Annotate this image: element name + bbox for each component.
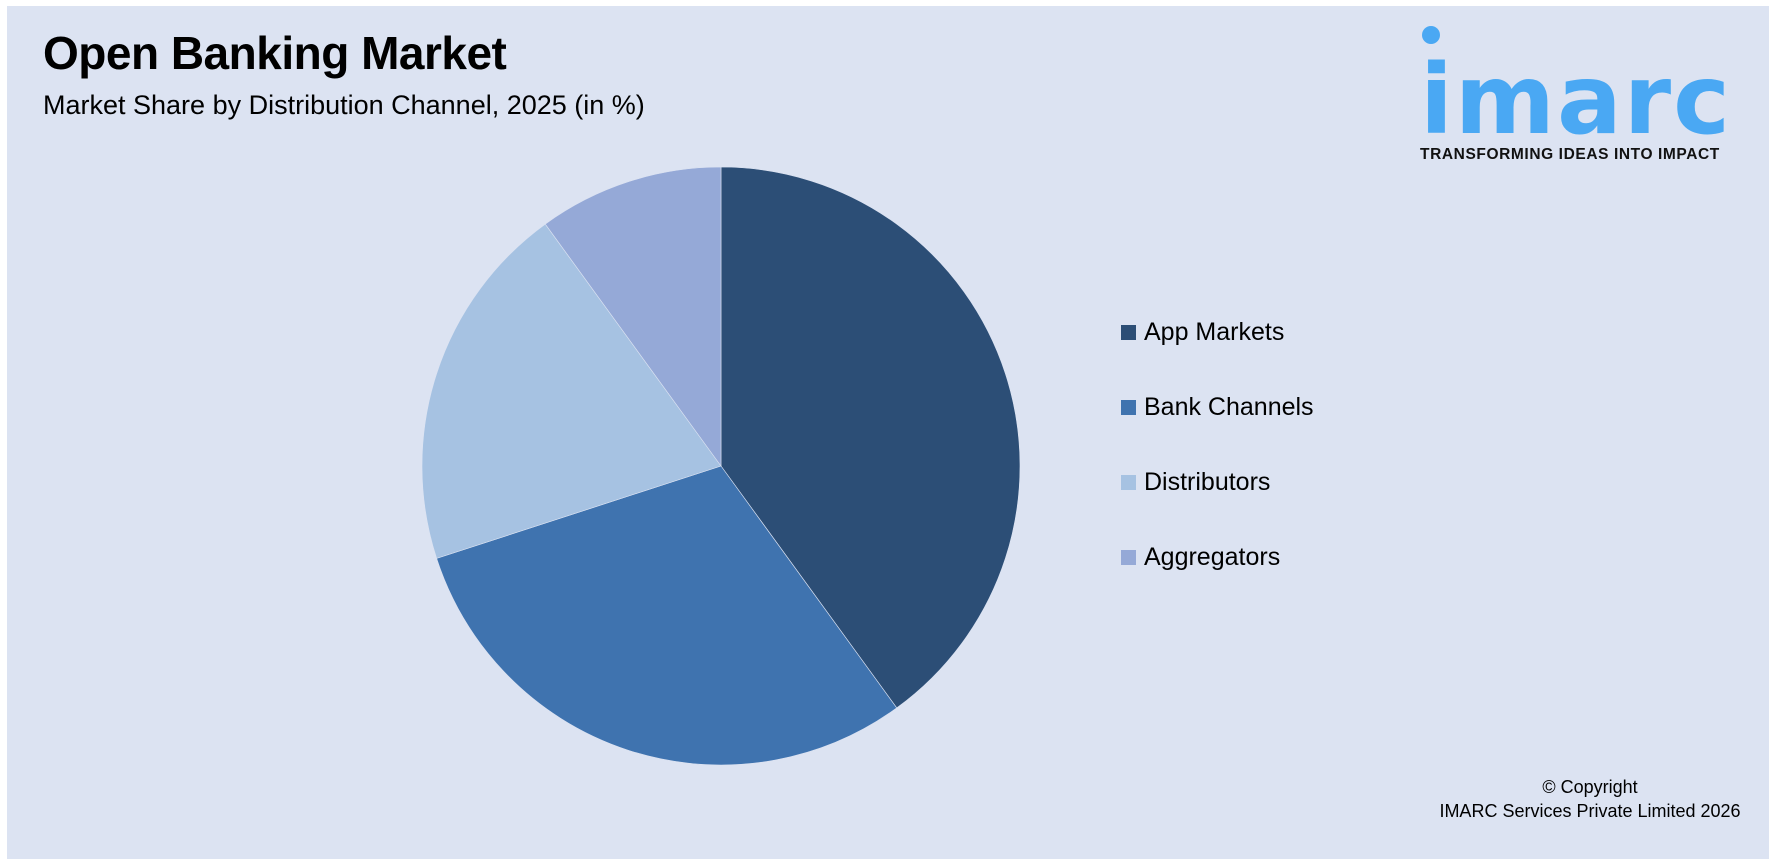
pie-chart <box>421 166 1021 766</box>
legend-swatch <box>1121 475 1136 490</box>
copyright-notice: © Copyright IMARC Services Private Limit… <box>1400 775 1776 823</box>
logo-wordmark: imarc <box>1420 44 1732 156</box>
legend-item-distributors: Distributors <box>1121 468 1270 497</box>
legend-label: Aggregators <box>1144 543 1281 571</box>
logo-dot-icon <box>1422 26 1440 44</box>
legend-swatch <box>1121 325 1136 340</box>
legend-swatch <box>1121 400 1136 415</box>
slice-bank-channels <box>436 465 898 766</box>
legend-label: Bank Channels <box>1144 393 1314 421</box>
imarc-logo: imarc TRANSFORMING IDEAS INTO IMPACT <box>1412 22 1752 172</box>
copyright-line: © Copyright <box>1542 777 1638 797</box>
chart-title: Open Banking Market <box>43 27 507 79</box>
copyright-company: IMARC Services Private Limited 2026 <box>1439 801 1741 821</box>
chart-subtitle: Market Share by Distribution Channel, 20… <box>43 90 645 120</box>
legend-label: App Markets <box>1144 318 1285 346</box>
slice-aggregators <box>544 166 722 467</box>
slice-distributors <box>421 223 722 559</box>
legend-item-app-markets: App Markets <box>1121 318 1284 347</box>
legend-item-aggregators: Aggregators <box>1121 543 1280 572</box>
legend-label: Distributors <box>1144 468 1271 496</box>
legend-item-bank-channels: Bank Channels <box>1121 393 1314 422</box>
logo-tagline: TRANSFORMING IDEAS INTO IMPACT <box>1420 146 1720 163</box>
legend-swatch <box>1121 550 1136 565</box>
slice-app-markets <box>720 166 1021 709</box>
